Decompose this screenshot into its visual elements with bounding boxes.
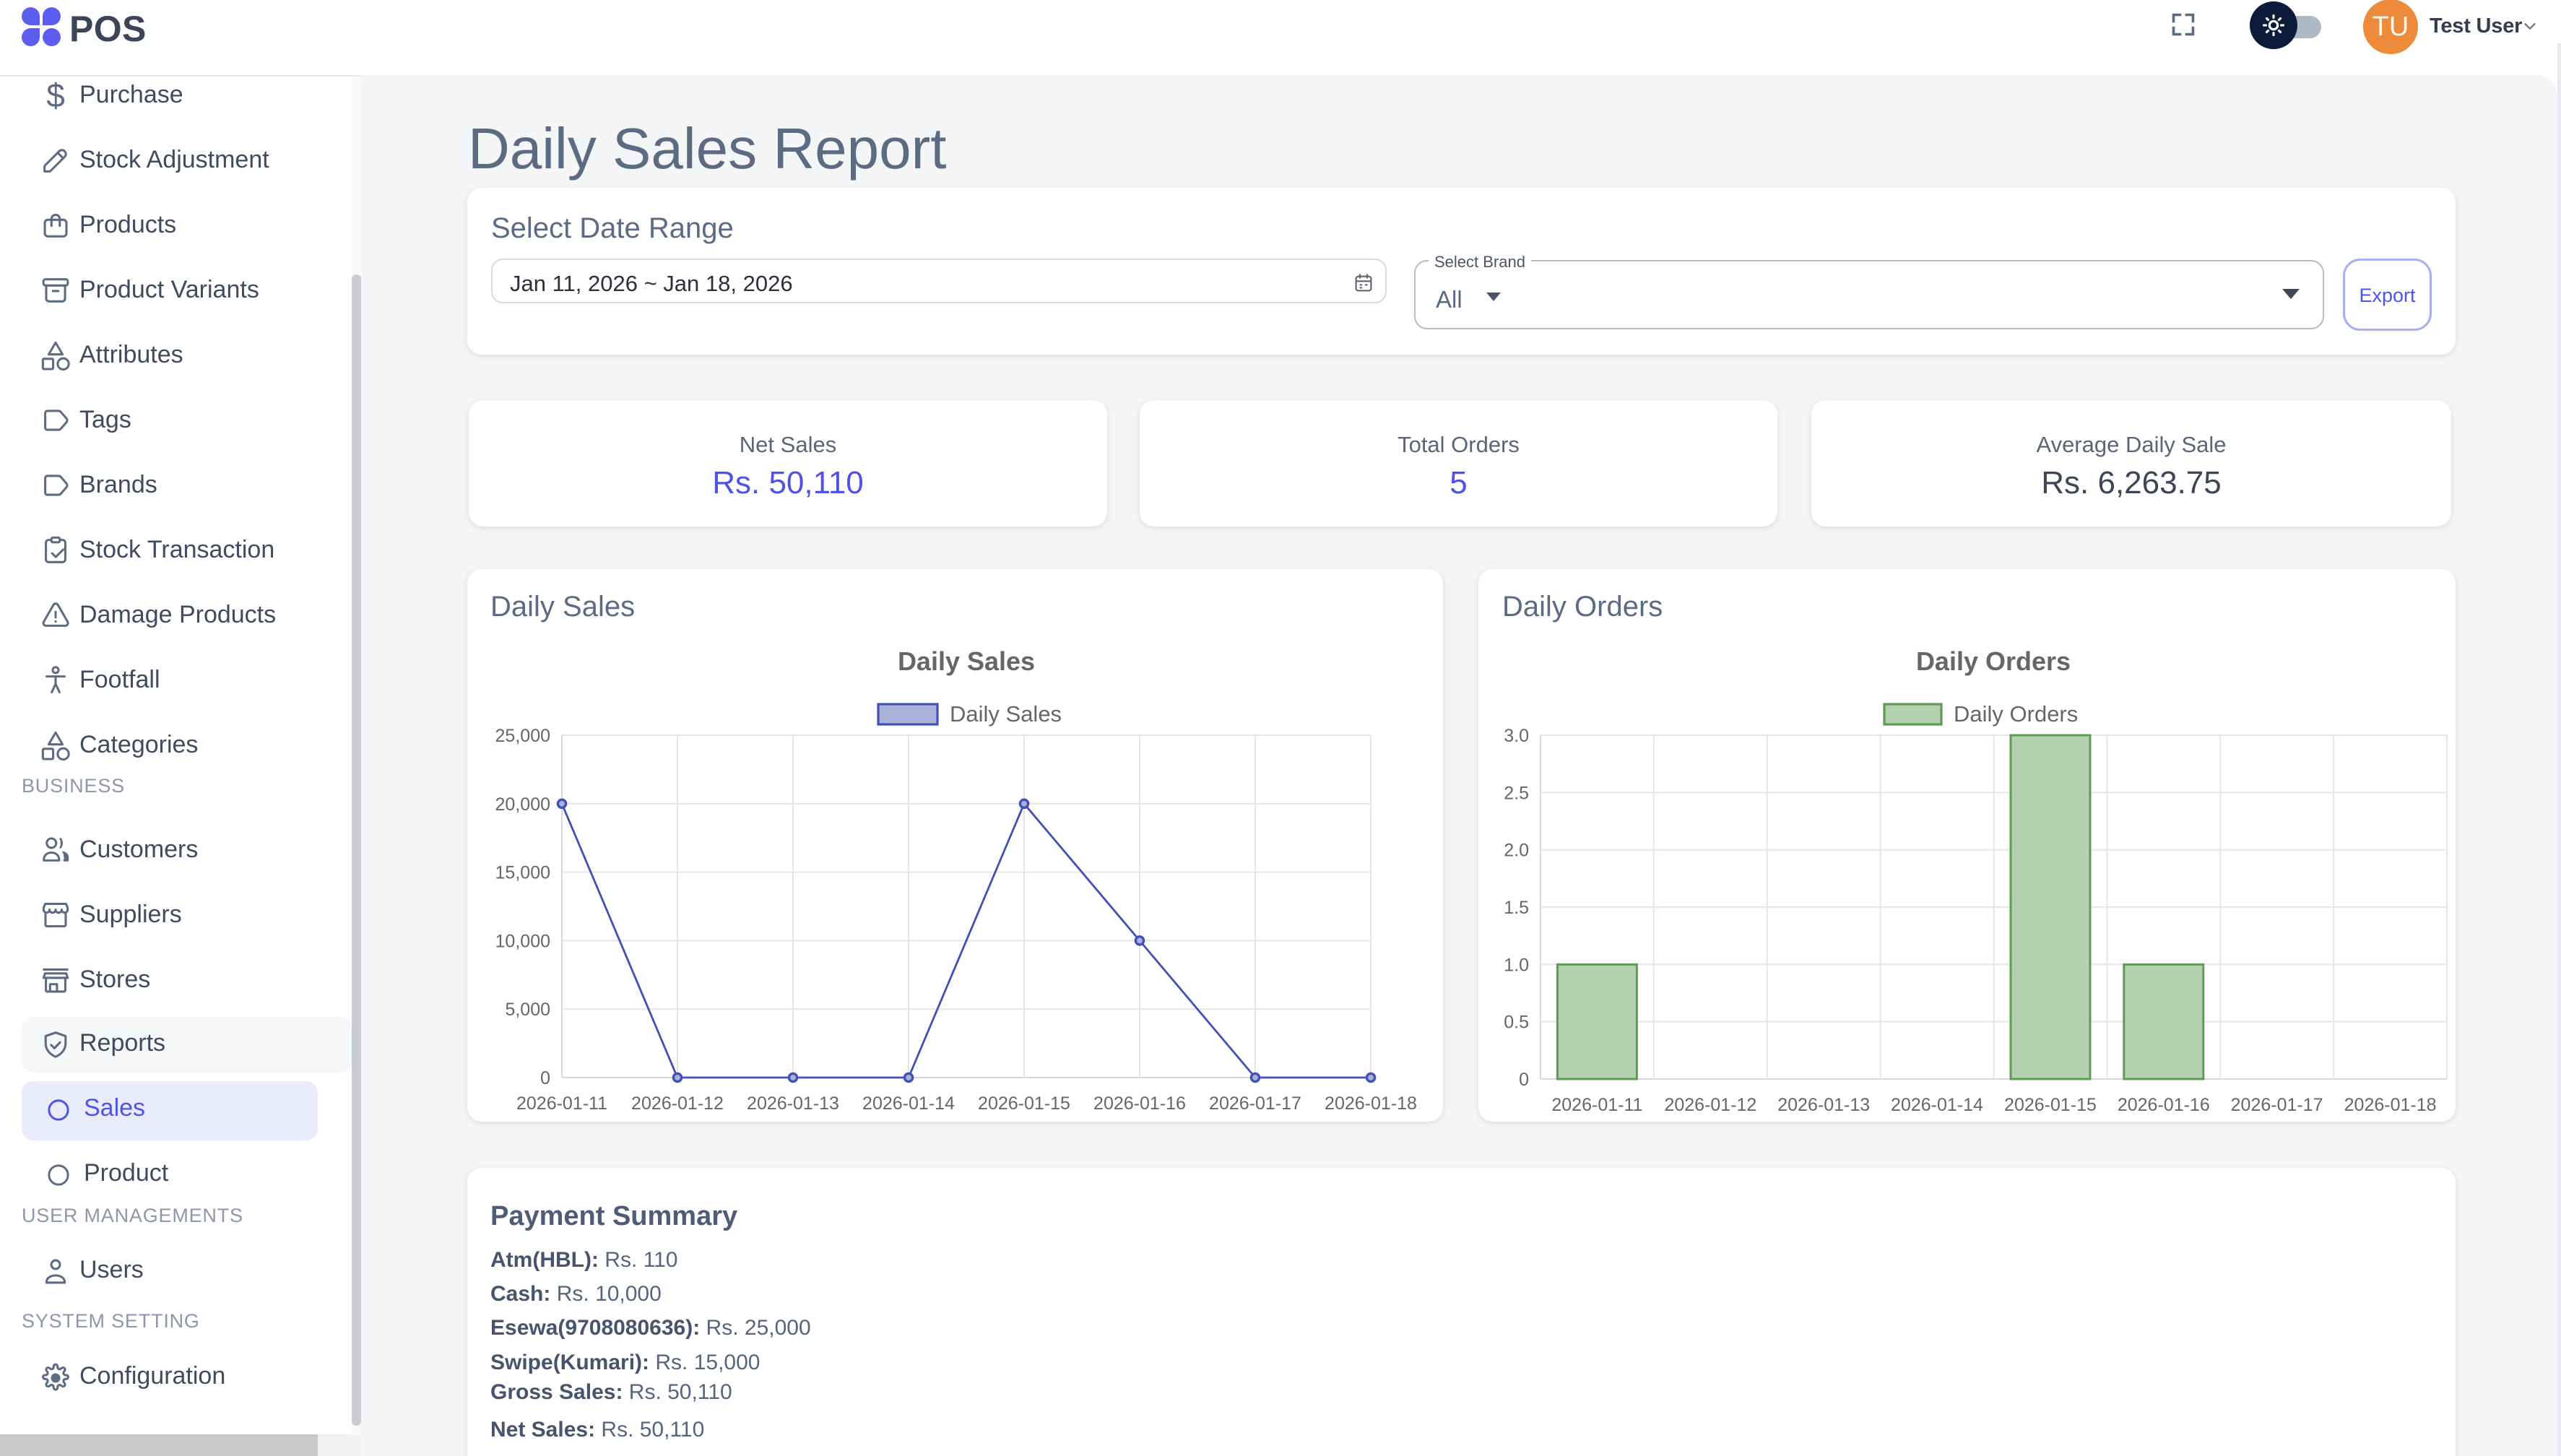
- svg-text:2026-01-14: 2026-01-14: [862, 1093, 955, 1114]
- svg-text:2026-01-15: 2026-01-15: [978, 1093, 1070, 1114]
- svg-text:10,000: 10,000: [495, 931, 550, 951]
- svg-text:0: 0: [1519, 1070, 1529, 1090]
- svg-text:2026-01-12: 2026-01-12: [631, 1093, 724, 1114]
- svg-text:15,000: 15,000: [495, 863, 550, 883]
- svg-text:2026-01-11: 2026-01-11: [516, 1093, 607, 1114]
- svg-text:2026-01-13: 2026-01-13: [747, 1093, 839, 1114]
- svg-text:Daily Orders: Daily Orders: [1916, 646, 2071, 676]
- svg-text:1.5: 1.5: [1504, 898, 1529, 918]
- svg-text:2026-01-14: 2026-01-14: [1891, 1095, 1983, 1115]
- svg-text:0.5: 0.5: [1504, 1013, 1529, 1033]
- svg-text:2.5: 2.5: [1504, 783, 1529, 803]
- svg-text:Daily Sales: Daily Sales: [898, 646, 1035, 676]
- svg-text:2026-01-18: 2026-01-18: [2344, 1095, 2437, 1115]
- svg-text:2026-01-18: 2026-01-18: [1325, 1093, 1417, 1114]
- svg-text:20,000: 20,000: [495, 794, 550, 815]
- svg-text:2026-01-17: 2026-01-17: [2231, 1095, 2323, 1115]
- svg-text:2026-01-16: 2026-01-16: [1093, 1093, 1186, 1114]
- svg-text:25,000: 25,000: [495, 726, 550, 746]
- svg-text:2026-01-11: 2026-01-11: [1551, 1095, 1642, 1115]
- svg-text:Daily Sales: Daily Sales: [950, 701, 1062, 727]
- svg-text:1.0: 1.0: [1504, 955, 1529, 975]
- svg-text:Daily Orders: Daily Orders: [1954, 701, 2078, 727]
- svg-text:2026-01-12: 2026-01-12: [1664, 1095, 1756, 1115]
- svg-text:2026-01-17: 2026-01-17: [1209, 1093, 1301, 1114]
- svg-text:2026-01-13: 2026-01-13: [1777, 1095, 1870, 1115]
- svg-text:2026-01-15: 2026-01-15: [2004, 1095, 2097, 1115]
- svg-text:2.0: 2.0: [1504, 841, 1529, 861]
- svg-text:0: 0: [540, 1068, 550, 1088]
- svg-text:5,000: 5,000: [505, 1000, 550, 1020]
- svg-text:3.0: 3.0: [1504, 726, 1529, 746]
- svg-text:2026-01-16: 2026-01-16: [2118, 1095, 2210, 1115]
